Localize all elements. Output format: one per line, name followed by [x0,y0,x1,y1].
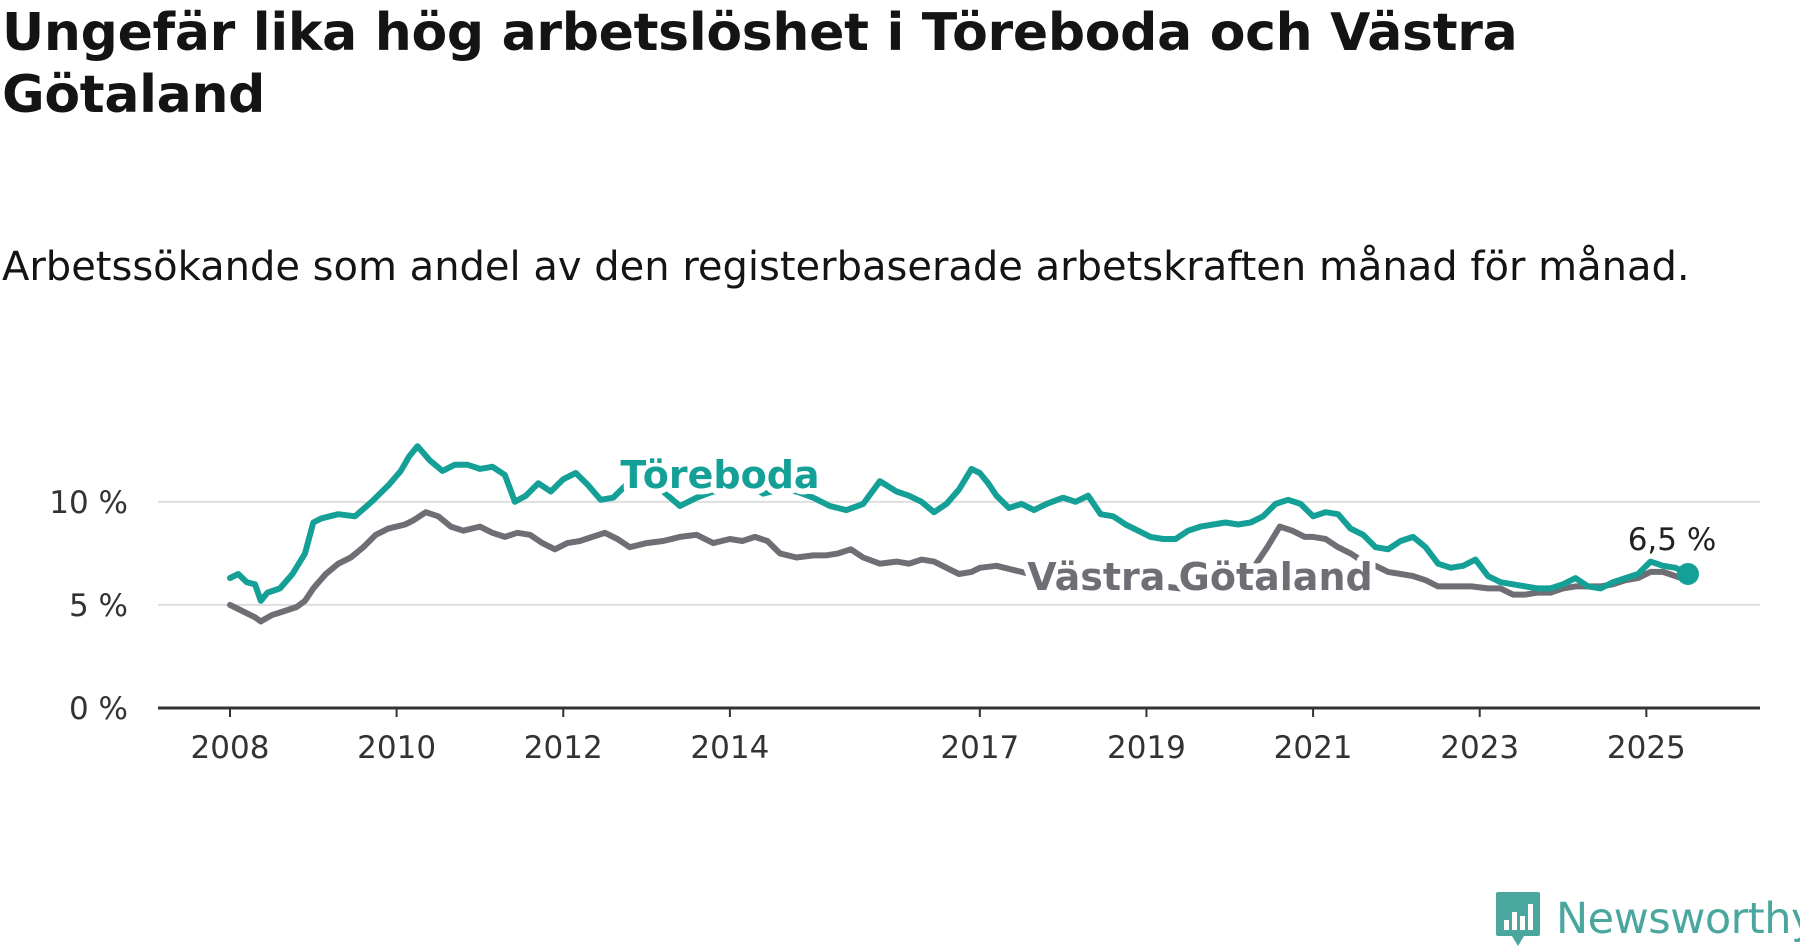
series-line-t-reboda [227,443,1691,604]
x-tick-label: 2012 [524,730,603,766]
y-tick-label: 0 % [69,691,128,727]
x-tick-label: 2010 [357,730,436,766]
x-tick-label: 2014 [690,730,769,766]
series-labels: Töreboda Västra Götaland 6,5 % [614,447,1717,605]
x-tick-label: 2023 [1440,730,1519,766]
series-lines [227,443,1691,625]
brand-name: Newsworthy [1556,894,1800,944]
x-tick-label: 2008 [191,730,270,766]
chart-subtitle: Arbetssökande som andel av den registerb… [2,244,1690,290]
gridlines [158,500,1760,606]
x-axis-tick-labels: 2008 2010 2012 2014 2017 2019 2021 2023 2025 [191,730,1686,766]
x-tick-label: 2019 [1107,730,1186,766]
newsworthy-logo: Newsworthy [1494,890,1800,948]
x-tick-label: 2025 [1607,730,1686,766]
series-label-vastra-gotaland: Västra Götaland [1027,555,1372,599]
x-tick-label: 2017 [940,730,1019,766]
x-axis [158,706,1760,717]
bar-chart-speech-bubble-icon [1496,892,1540,946]
last-value-label: 6,5 % [1628,522,1717,558]
series-label-toreboda: Töreboda [620,453,819,497]
x-tick-label: 2021 [1274,730,1353,766]
y-axis: 0 % 5 % 10 % [49,485,128,727]
y-tick-label: 5 % [69,588,128,624]
chart-title: Ungefär lika hög arbetslöshet i Töreboda… [2,3,1518,126]
last-value-dot [1677,563,1699,585]
y-tick-label: 10 % [49,485,128,521]
series-line-v-stra-g-taland [227,509,1691,625]
